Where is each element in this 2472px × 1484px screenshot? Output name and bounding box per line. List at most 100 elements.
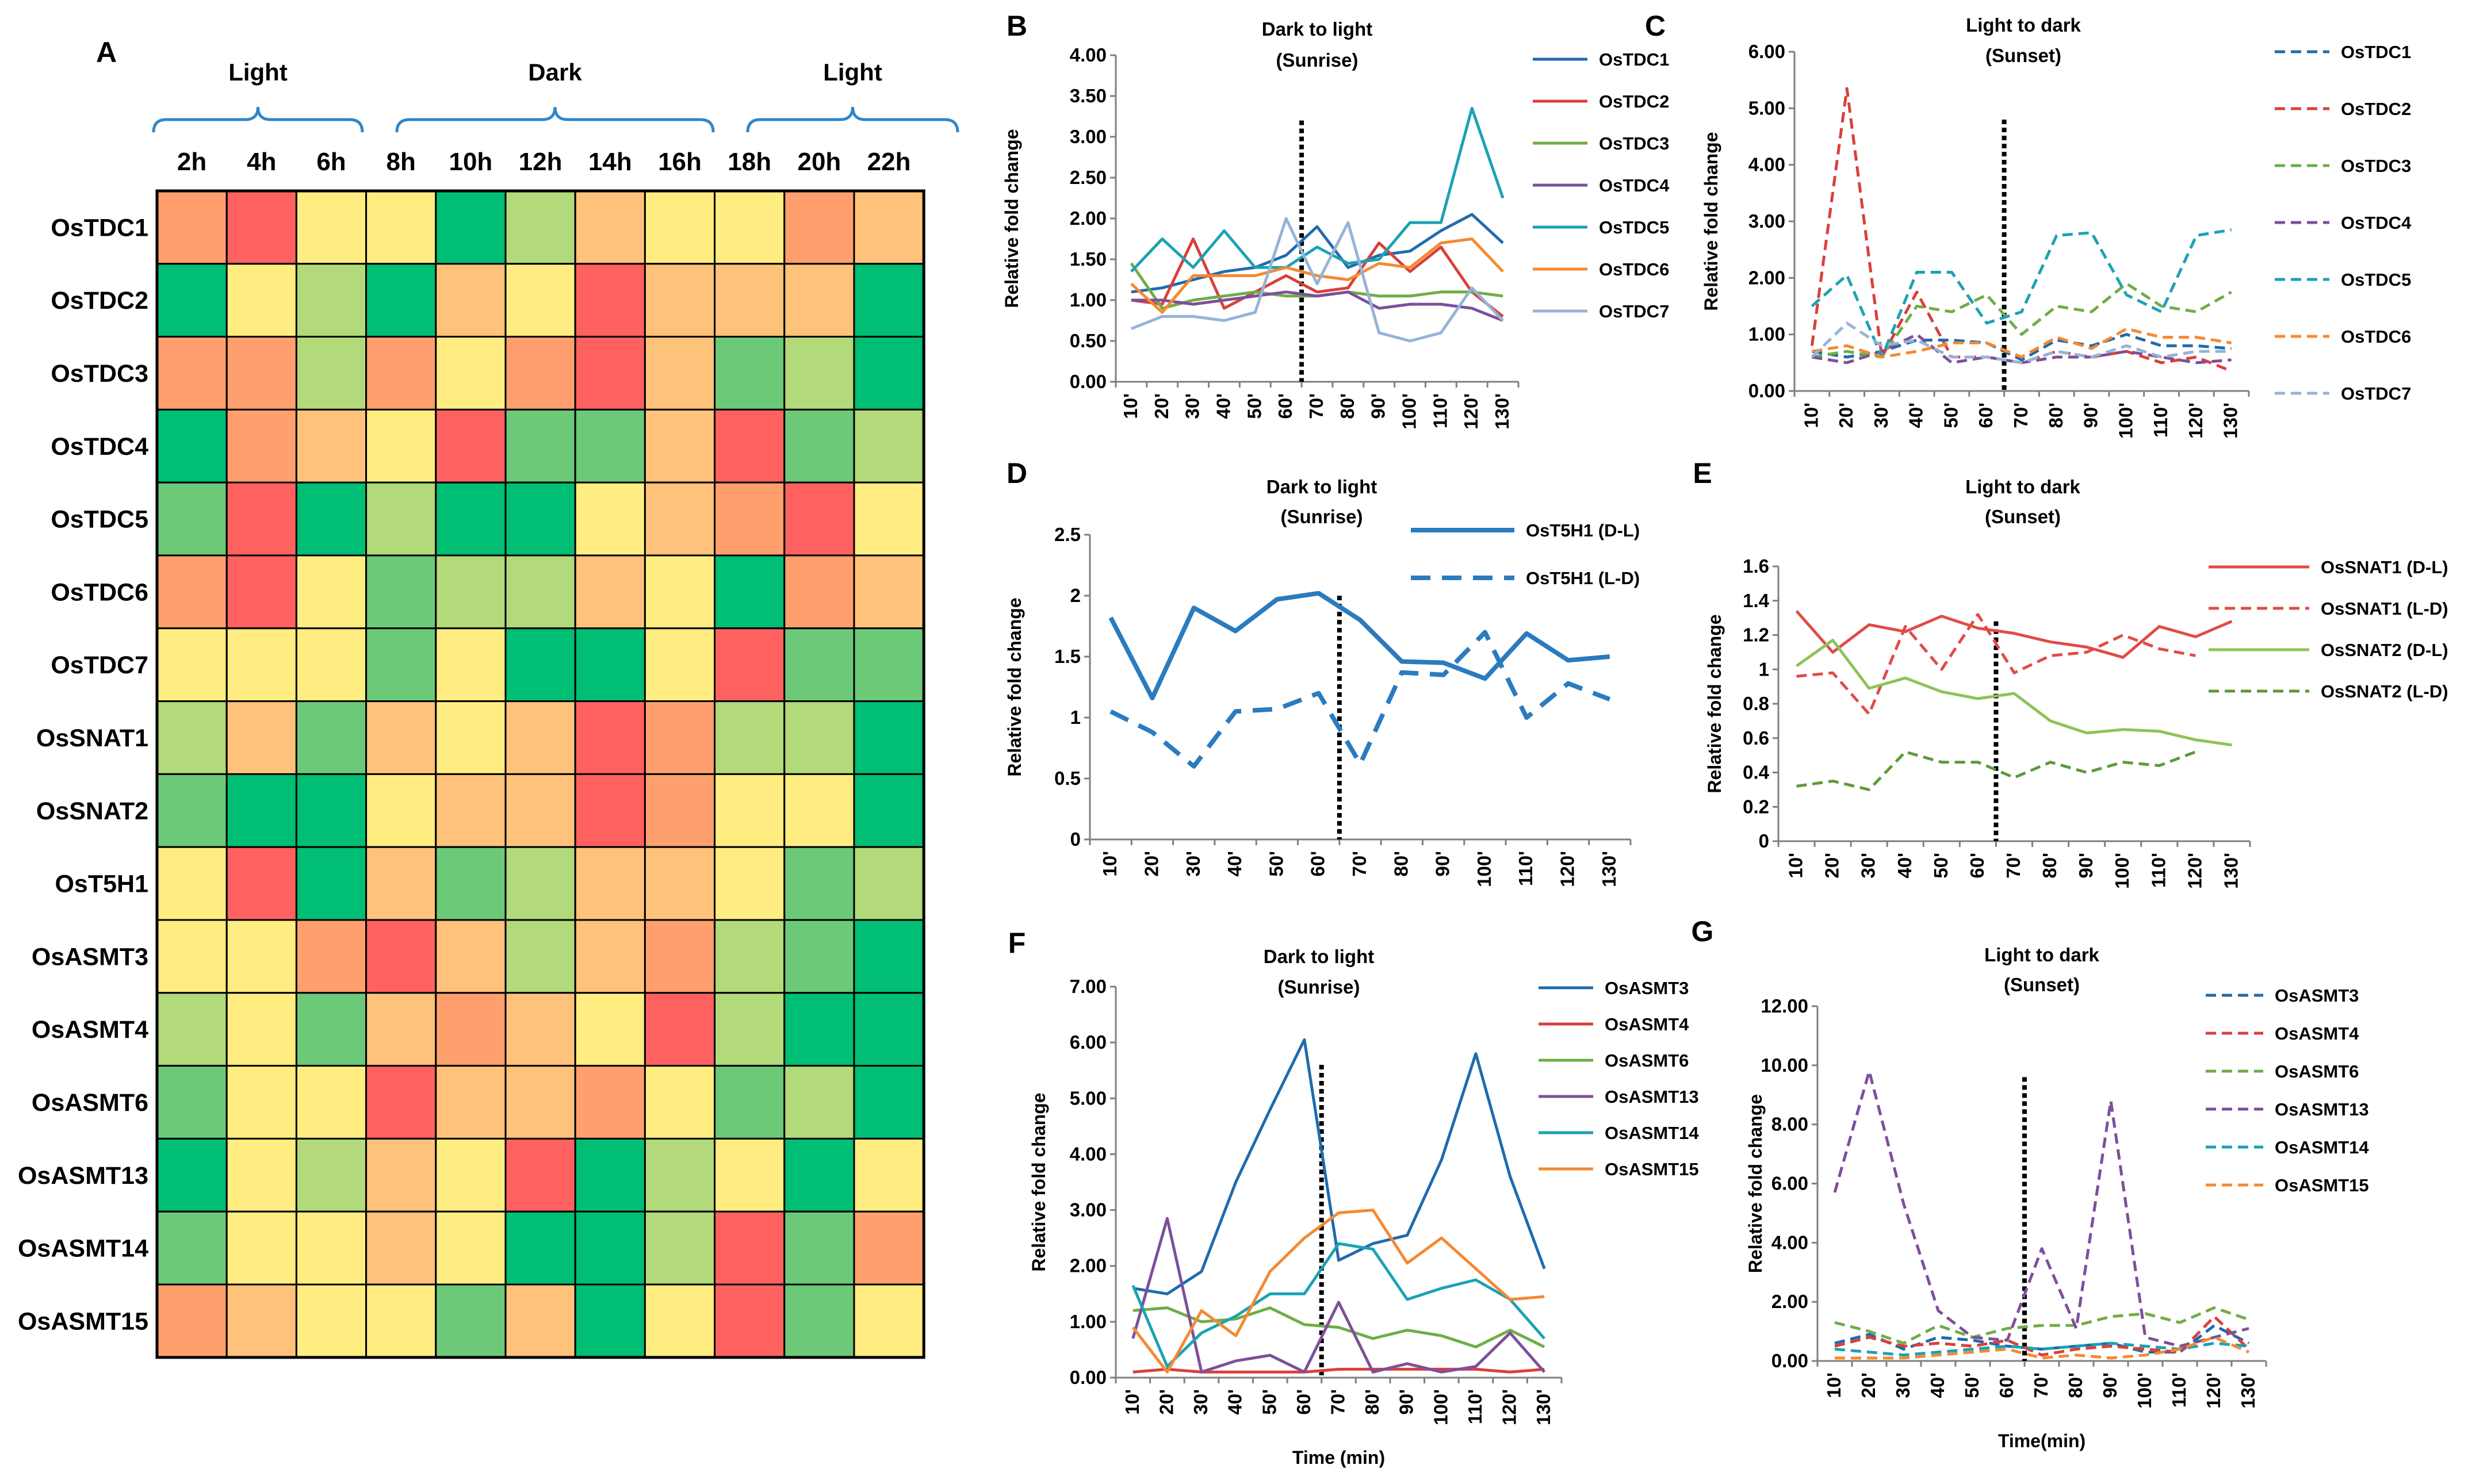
x-tick-label: 40' — [1905, 402, 1927, 428]
x-tick-label: 90' — [2075, 853, 2096, 879]
x-tick-label: 20' — [1822, 853, 1843, 879]
heatmap-cell — [574, 919, 646, 994]
heatmap-cell — [156, 773, 228, 848]
x-tick-label: 80' — [1337, 393, 1358, 419]
legend-label: OsTDC1 — [2341, 42, 2411, 62]
heatmap-column-label: 22h — [867, 148, 911, 176]
heatmap-cell — [365, 1065, 437, 1140]
y-tick-label: 1 — [1070, 707, 1081, 728]
heatmap-cell — [225, 1137, 297, 1213]
x-tick-label: 40' — [1212, 393, 1234, 419]
heatmap-cell — [783, 190, 855, 265]
chart-subtitle: (Sunset) — [1985, 45, 2061, 66]
heatmap-row-label: OsASMT15 — [18, 1307, 148, 1335]
series-line-osasmt4 — [1834, 1315, 2250, 1357]
heatmap-cell — [853, 190, 925, 265]
x-tick-label: 90' — [2099, 1372, 2121, 1398]
legend-label: OsASMT13 — [1605, 1087, 1699, 1107]
heatmap-cell — [295, 1065, 368, 1140]
heatmap-cell — [504, 481, 576, 557]
legend-label: OsASMT15 — [1605, 1159, 1699, 1179]
x-tick-label: 90' — [1432, 851, 1453, 877]
heatmap-cell — [574, 1065, 646, 1140]
heatmap-group-bracket — [746, 106, 959, 133]
legend-label: OsASMT13 — [2275, 1099, 2369, 1119]
chart-panel-d: D Dark to light (Sunrise) 0 0.5 1 1.5 2 2.5 10' 20… — [1004, 457, 1640, 887]
chart-subtitle: (Sunset) — [2004, 974, 2080, 995]
heatmap-cell — [783, 554, 855, 630]
series-line-ostdc6 — [1811, 327, 2232, 359]
heatmap-cell — [504, 1283, 576, 1359]
heatmap-cell — [574, 1137, 646, 1213]
heatmap-cell — [574, 700, 646, 775]
heatmap-cell — [435, 336, 507, 411]
heatmap-cell — [156, 481, 228, 557]
heatmap-cell — [574, 481, 646, 557]
heatmap-cell — [574, 992, 646, 1067]
heatmap-cell — [225, 992, 297, 1067]
legend-label: OsTDC3 — [1599, 133, 1669, 154]
heatmap-cell — [853, 1210, 925, 1286]
heatmap-cell — [853, 554, 925, 630]
heatmap-cell — [714, 408, 786, 484]
heatmap-row-label: OsASMT14 — [18, 1235, 148, 1263]
y-tick-label: 2.00 — [1070, 208, 1107, 229]
heatmap-cell — [225, 554, 297, 630]
y-tick-label: 0.00 — [1070, 1367, 1107, 1388]
x-tick-label: 40' — [1224, 1389, 1246, 1415]
chart-panel-f: F Dark to light (Sunrise) 0.00 1.00 2.00 3.00 4… — [1008, 927, 1700, 1468]
heatmap-cell — [504, 263, 576, 338]
heatmap-cell — [435, 992, 507, 1067]
heatmap-cell — [295, 263, 368, 338]
panel-letter: G — [1692, 915, 1714, 948]
y-axis-title: Relative fold change — [1745, 1094, 1766, 1273]
heatmap-cell — [714, 190, 786, 265]
heatmap-cell — [644, 846, 716, 921]
heatmap-cell — [225, 627, 297, 703]
heatmap-cell — [435, 1065, 507, 1140]
heatmap-cell — [435, 1137, 507, 1213]
legend-label: OsASMT14 — [2275, 1137, 2369, 1157]
heatmap-cell — [156, 919, 228, 994]
heatmap-row-label: OsTDC6 — [51, 578, 148, 606]
heatmap-row-label: OsTDC4 — [51, 433, 148, 461]
y-tick-label: 0.2 — [1743, 796, 1769, 817]
heatmap-cell — [574, 1283, 646, 1359]
heatmap-cell — [435, 190, 507, 265]
heatmap-cell — [156, 336, 228, 411]
x-tick-label: 40' — [1894, 853, 1915, 879]
series-line-ostdc2 — [1131, 237, 1504, 318]
y-tick-label: 3.50 — [1070, 85, 1107, 106]
x-tick-label: 120' — [2185, 402, 2206, 439]
heatmap-cell — [295, 336, 368, 411]
heatmap-cell — [295, 554, 368, 630]
y-tick-label: 1.4 — [1743, 590, 1770, 611]
heatmap-cell — [714, 919, 786, 994]
y-tick-label: 3.00 — [1070, 126, 1107, 147]
heatmap-cell — [714, 481, 786, 557]
heatmap-cell — [853, 1065, 925, 1140]
heatmap-cell — [225, 1210, 297, 1286]
heatmap-column-label: 6h — [316, 148, 346, 176]
heatmap-cell — [644, 1210, 716, 1286]
y-tick-label: 1.50 — [1070, 248, 1107, 270]
series-line-osasmt13 — [1833, 1069, 2249, 1348]
series-line-ostdc5 — [1130, 106, 1505, 273]
y-tick-label: 2.00 — [1070, 1255, 1107, 1276]
chart-title: Light to dark — [1965, 476, 2080, 497]
legend-label: OsT5H1 (L-D) — [1526, 568, 1640, 588]
heatmap-cell — [435, 408, 507, 484]
heatmap-row-label: OsTDC5 — [51, 506, 148, 534]
heatmap-cell — [853, 627, 925, 703]
heatmap-cell — [853, 1283, 925, 1359]
heatmap-row-label: OsASMT6 — [32, 1089, 148, 1117]
x-tick-label: 70' — [2010, 402, 2031, 428]
heatmap-cell — [504, 992, 576, 1067]
x-tick-label: 30' — [1190, 1389, 1211, 1415]
series-line-ostdc2 — [1810, 87, 2232, 373]
y-tick-label: 4.00 — [1748, 154, 1785, 175]
legend-label: OsSNAT2 (D-L) — [2321, 640, 2448, 660]
panel-letter: D — [1007, 457, 1027, 489]
legend-label: OsSNAT1 (D-L) — [2321, 557, 2448, 577]
heatmap-cell — [435, 1283, 507, 1359]
